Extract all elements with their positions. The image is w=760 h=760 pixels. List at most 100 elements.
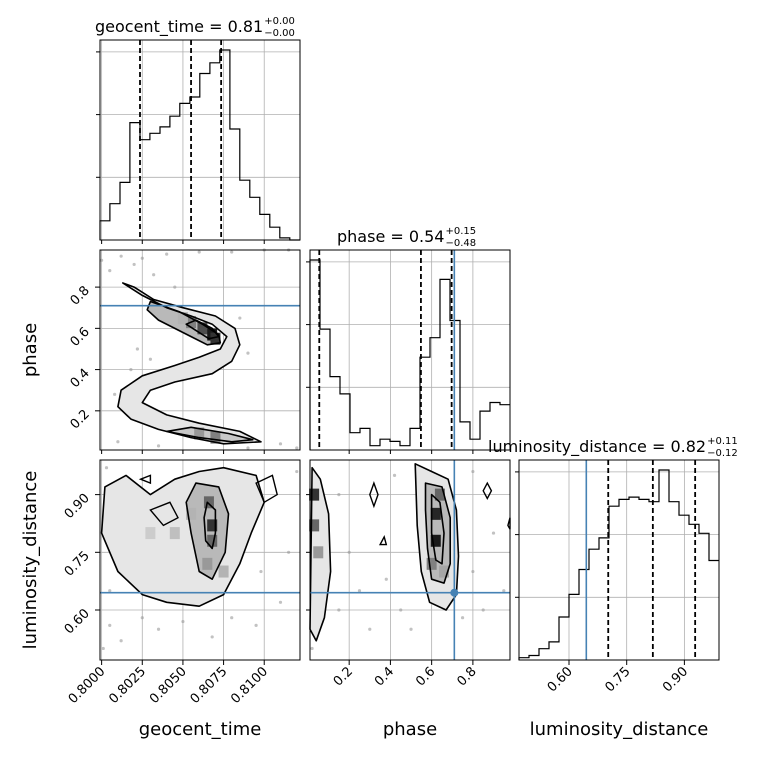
title-phase: phase = 0.54 +0.15−0.48: [337, 226, 476, 249]
histogram-bin: [390, 441, 400, 450]
histogram-bin: [609, 506, 619, 660]
scatter-point: [337, 608, 341, 612]
histogram-bin: [549, 642, 559, 660]
scatter-point: [197, 250, 201, 254]
density-region-inner: [166, 427, 253, 442]
title-lower-error: −0.00: [264, 28, 295, 39]
x-tick-label: 0.4: [372, 664, 397, 689]
scatter-point: [119, 254, 123, 258]
histogram-bin: [539, 649, 549, 660]
histogram-bin: [699, 533, 709, 660]
histogram-luminosity-distance-background: [519, 460, 719, 660]
contour-line: [255, 474, 279, 504]
scatter-point: [246, 351, 250, 355]
scatter-point: [295, 469, 299, 474]
contour-line: [185, 482, 230, 580]
histogram-bin: [330, 377, 340, 450]
scatter-point: [460, 616, 465, 620]
scatter-point: [152, 273, 156, 277]
panel-phase-vs-geocent-time: [100, 248, 300, 450]
histogram-bin: [350, 433, 360, 450]
histogram-bin: [240, 180, 250, 240]
y-tick-label: 0.60: [62, 606, 93, 637]
scatter-point: [471, 469, 475, 474]
density-cell: [309, 488, 320, 501]
panel-phase-vs-geocent-time-frame: [99, 249, 301, 451]
scatter-point: [108, 623, 112, 627]
scatter-point: [113, 392, 117, 396]
contour-line: [369, 481, 379, 509]
histogram-luminosity-distance-frame: [518, 459, 720, 661]
histogram-bin: [679, 515, 689, 660]
density-cell: [202, 557, 213, 570]
contour-line: [165, 426, 254, 443]
histogram-bin: [170, 116, 180, 240]
title-upper-error: +0.15: [445, 226, 476, 237]
contour-line: [482, 481, 493, 500]
panel-ld-vs-phase-background: [310, 460, 510, 660]
x-tick-label: 0.8: [454, 664, 479, 689]
density-cell: [145, 527, 156, 540]
title-lower-error: −0.48: [445, 238, 476, 249]
scatter-point: [156, 444, 161, 448]
scatter-point: [295, 446, 299, 450]
x-tick-label: 0.8000: [66, 664, 109, 707]
density-cell: [430, 534, 441, 547]
histogram-bin: [569, 594, 579, 660]
scatter-point: [140, 256, 144, 260]
density-cell: [207, 519, 218, 532]
panel-phase-vs-geocent-time-background: [100, 250, 300, 450]
density-cell: [434, 488, 445, 501]
density-cell: [177, 312, 188, 325]
scatter-point: [108, 269, 112, 273]
histogram-bin: [589, 549, 599, 660]
y-tick-label: 0.90: [62, 491, 93, 522]
panel-ld-vs-phase-frame: [309, 459, 511, 661]
histogram-bin: [559, 617, 569, 660]
density-cell: [430, 507, 441, 520]
title-text: geocent_time = 0.81: [95, 17, 263, 37]
y-tick-label: 0.4: [68, 366, 93, 391]
panel-ld-vs-phase: [309, 460, 511, 660]
histogram-phase: [306, 250, 510, 450]
scatter-point: [210, 635, 214, 639]
density-cell: [439, 565, 450, 578]
scatter-point: [259, 569, 263, 574]
scatter-point: [491, 531, 496, 535]
scatter-point: [165, 252, 169, 256]
scatter-point: [156, 627, 161, 631]
title-geocent-time: geocent_time = 0.81 +0.00−0.00: [95, 16, 295, 39]
x-tick-label: 0.6: [413, 664, 438, 689]
density-cell: [197, 322, 208, 335]
scatter-point: [140, 616, 144, 620]
scatter-point: [287, 550, 291, 554]
histogram-bin: [529, 655, 539, 660]
x-axis-label-luminosity-distance: luminosity_distance: [530, 719, 709, 740]
contour-line: [100, 466, 265, 607]
scatter-point: [148, 357, 153, 361]
scatter-point: [173, 285, 177, 289]
truth-marker: [450, 588, 459, 597]
contour-line: [203, 501, 217, 550]
histogram-bin: [100, 221, 110, 240]
scatter-point: [104, 466, 109, 470]
scatter-point: [310, 646, 314, 651]
x-tick-label: 0.75: [602, 664, 633, 695]
panel-ld-vs-geocent-time: [100, 460, 300, 660]
density-cell: [426, 557, 437, 570]
scatter-point: [481, 608, 485, 612]
contour-line: [424, 482, 451, 584]
density-cell: [210, 431, 221, 444]
histogram-bin: [320, 329, 330, 450]
x-axis-label-phase: phase: [383, 719, 437, 740]
histogram-bin: [669, 502, 679, 660]
histogram-bin: [380, 439, 390, 450]
histogram-geocent-time: [96, 40, 300, 241]
histogram-bin: [709, 560, 719, 660]
histogram-bin: [370, 446, 380, 450]
histogram-bin: [130, 123, 140, 240]
y-tick-label: 0.8: [68, 283, 93, 308]
histogram-bin: [200, 73, 210, 240]
density-cell: [203, 496, 214, 509]
